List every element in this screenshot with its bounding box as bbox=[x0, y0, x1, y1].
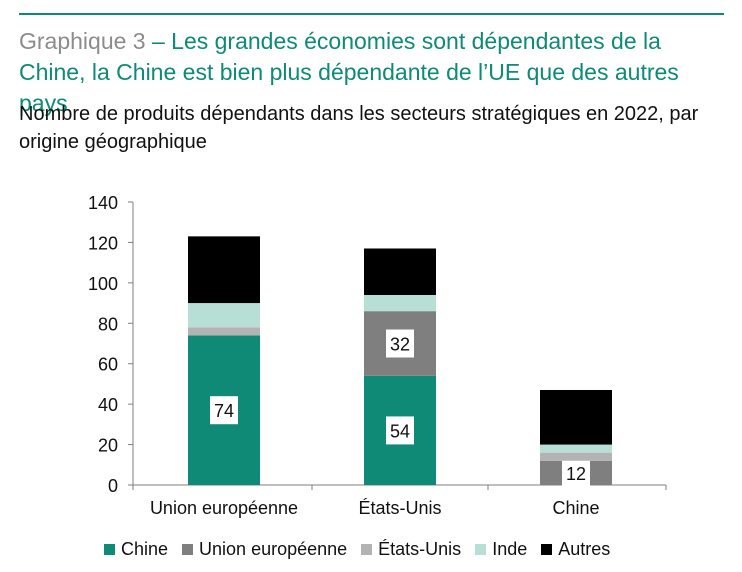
data-label: 74 bbox=[214, 401, 234, 421]
chart-subtitle: Nombre de produits dépendants dans les s… bbox=[19, 103, 699, 153]
legend-item: États-Unis bbox=[361, 539, 461, 560]
legend-label: Union européenne bbox=[199, 538, 348, 559]
y-tick-label: 120 bbox=[88, 233, 118, 253]
data-label-box bbox=[210, 396, 238, 425]
legend-item: Union européenne bbox=[182, 539, 347, 560]
x-category-label: Union européenne bbox=[150, 498, 298, 518]
top-rule bbox=[19, 13, 724, 15]
data-label-box bbox=[562, 458, 590, 487]
data-label: 12 bbox=[566, 464, 586, 484]
legend-label: Autres bbox=[558, 538, 611, 559]
data-label: 54 bbox=[390, 421, 410, 441]
y-tick-label: 0 bbox=[108, 476, 118, 496]
bar-segment bbox=[364, 294, 436, 312]
bar-segment bbox=[188, 327, 260, 336]
title-main: – Les grandes économies sont dépendantes… bbox=[19, 28, 679, 116]
x-category-label: Chine bbox=[552, 498, 599, 518]
legend-swatch bbox=[182, 543, 194, 555]
legend-swatch bbox=[541, 543, 553, 555]
bar-segment bbox=[540, 444, 612, 453]
bar-segment bbox=[364, 248, 436, 295]
legend-swatch bbox=[104, 543, 115, 555]
data-label-box bbox=[386, 329, 414, 358]
y-tick-label: 60 bbox=[98, 355, 118, 375]
bar-segment bbox=[540, 389, 612, 445]
legend-item: Inde bbox=[475, 539, 527, 560]
legend-label: Chine bbox=[121, 538, 169, 559]
legend-item: Chine bbox=[104, 539, 168, 560]
legend-label: Inde bbox=[492, 538, 528, 559]
data-label-box bbox=[386, 416, 414, 445]
legend-label: États-Unis bbox=[378, 538, 462, 559]
y-tick-label: 20 bbox=[98, 436, 118, 456]
bar-segment bbox=[188, 303, 260, 328]
y-tick-label: 140 bbox=[88, 193, 118, 213]
data-label: 32 bbox=[390, 335, 410, 355]
bar-segment bbox=[188, 236, 260, 304]
chart-title: Graphique 3 – Les grandes économies sont… bbox=[19, 26, 729, 119]
bar-segment bbox=[540, 452, 612, 461]
legend-item: Autres bbox=[541, 539, 610, 560]
y-tick-label: 100 bbox=[88, 274, 118, 294]
y-tick-label: 80 bbox=[98, 314, 118, 334]
title-prefix: Graphique 3 bbox=[19, 28, 146, 54]
y-tick-label: 40 bbox=[98, 395, 118, 415]
legend-swatch bbox=[475, 543, 487, 555]
chart-legend: Chine Union européenne États-Unis Inde Autre… bbox=[104, 537, 624, 561]
x-category-label: États-Unis bbox=[358, 498, 441, 518]
legend-swatch bbox=[361, 543, 373, 555]
